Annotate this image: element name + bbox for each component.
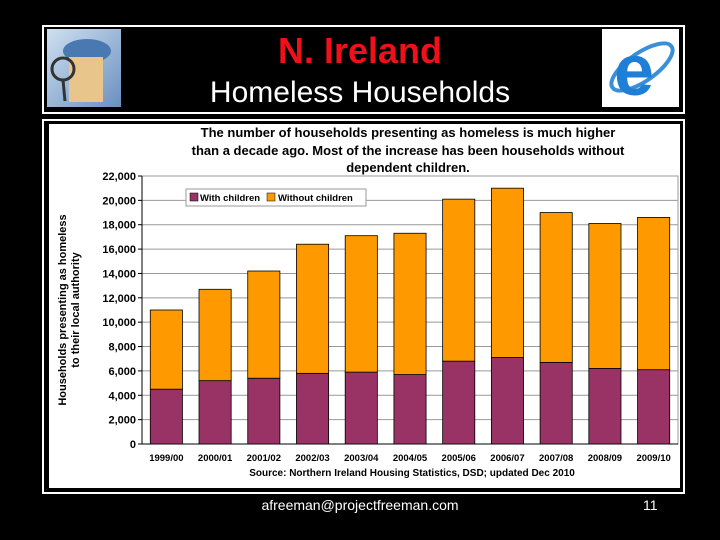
bar-without-children-2005-06 xyxy=(442,198,476,362)
x-tick-label: 2008/09 xyxy=(588,453,622,464)
bar-with-children-2007-08 xyxy=(539,361,573,445)
legend-swatch-without-children xyxy=(266,192,276,202)
legend-label-without-children: Without children xyxy=(278,193,353,204)
bar-with-children-2005-06 xyxy=(442,360,476,445)
chart-title-line-2: than a decade ago. Most of the increase … xyxy=(192,143,625,158)
legend-swatch-with-children xyxy=(189,192,199,202)
title-frame xyxy=(42,25,685,114)
detective-image xyxy=(47,29,121,107)
svg-text:e: e xyxy=(614,31,654,107)
chart-title-line-3: dependent children. xyxy=(346,160,470,175)
bar-without-children-2007-08 xyxy=(539,212,573,363)
chart-title-line-1: The number of households presenting as h… xyxy=(201,125,616,140)
bar-without-children-2001-02 xyxy=(247,270,281,379)
y-tick-label: 16,000 xyxy=(102,244,136,256)
bar-without-children-2000-01 xyxy=(198,288,232,382)
x-tick-label: 2000/01 xyxy=(198,453,233,464)
y-tick-label: 6,000 xyxy=(108,366,136,378)
x-tick-label: 2009/10 xyxy=(636,453,670,464)
x-tick-label: 1999/00 xyxy=(149,453,183,464)
slide-subtitle: Homeless Households xyxy=(209,76,511,109)
y-tick-label: 2,000 xyxy=(108,415,136,427)
y-tick-label: 14,000 xyxy=(102,268,136,280)
bar-with-children-2001-02 xyxy=(247,377,281,445)
bar-with-children-2003-04 xyxy=(344,371,378,445)
x-tick-label: 2004/05 xyxy=(393,453,428,464)
footer-email: afreeman@projectfreeman.com xyxy=(261,497,459,513)
y-tick-label: 20,000 xyxy=(102,195,136,207)
y-tick-label: 12,000 xyxy=(102,293,136,305)
bar-with-children-2008-09 xyxy=(588,368,622,445)
y-tick-label: 10,000 xyxy=(102,317,136,329)
bar-without-children-2006-07 xyxy=(490,187,524,358)
page-number: 11 xyxy=(643,497,658,513)
bar-with-children-2000-01 xyxy=(198,380,232,445)
x-tick-label: 2003/04 xyxy=(344,453,379,464)
bar-without-children-2008-09 xyxy=(588,223,622,369)
bar-without-children-2009-10 xyxy=(637,217,671,371)
bar-without-children-1999-00 xyxy=(149,309,183,390)
legend-label-with-children: With children xyxy=(200,193,260,204)
bar-with-children-2006-07 xyxy=(490,357,524,445)
bar-with-children-2004-05 xyxy=(393,374,427,445)
chart-source: Source: Northern Ireland Housing Statist… xyxy=(249,468,575,479)
x-tick-label: 2007/08 xyxy=(539,453,573,464)
y-axis-label-line-1: Households presenting as homeless xyxy=(57,214,69,405)
y-tick-label: 18,000 xyxy=(102,220,136,232)
y-tick-label: 8,000 xyxy=(108,342,136,354)
y-axis-label-line-2: to their local authority xyxy=(70,251,82,367)
y-tick-label: 22,000 xyxy=(102,171,136,183)
bar-with-children-2002-03 xyxy=(296,372,330,445)
bar-without-children-2003-04 xyxy=(344,235,378,373)
legend: With children Without children xyxy=(185,188,367,207)
bar-with-children-1999-00 xyxy=(149,388,183,445)
bar-with-children-2009-10 xyxy=(637,369,671,445)
chart-frame xyxy=(42,119,685,494)
x-tick-label: 2006/07 xyxy=(490,453,524,464)
slide-title: N. Ireland xyxy=(277,30,443,71)
y-tick-label: 0 xyxy=(130,439,136,451)
bar-without-children-2002-03 xyxy=(296,243,330,374)
internet-explorer-logo: e xyxy=(602,29,679,111)
y-tick-label: 4,000 xyxy=(108,390,136,402)
x-tick-label: 2002/03 xyxy=(295,453,329,464)
x-tick-label: 2001/02 xyxy=(247,453,281,464)
x-tick-label: 2005/06 xyxy=(442,453,476,464)
bar-without-children-2004-05 xyxy=(393,232,427,375)
